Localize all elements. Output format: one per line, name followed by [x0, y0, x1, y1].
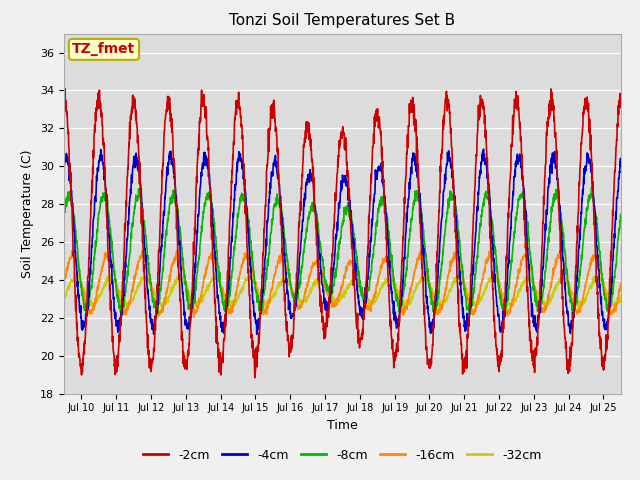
Line: -8cm: -8cm	[64, 188, 621, 315]
-8cm	[588, 185, 595, 191]
-8cm	[617, 212, 625, 217]
-4cm	[253, 331, 260, 337]
-4cm	[617, 163, 625, 168]
-2cm	[499, 330, 507, 336]
-8cm	[60, 211, 68, 216]
-2cm	[61, 86, 68, 92]
X-axis label: Time: Time	[327, 419, 358, 432]
-4cm	[60, 166, 68, 171]
-4cm	[602, 324, 609, 330]
-32cm	[88, 300, 96, 305]
-8cm	[89, 270, 97, 276]
-32cm	[316, 278, 324, 284]
-2cm	[332, 190, 339, 196]
-16cm	[190, 314, 198, 320]
-16cm	[601, 288, 609, 294]
-4cm	[499, 317, 507, 323]
Y-axis label: Soil Temperature (C): Soil Temperature (C)	[22, 149, 35, 278]
-2cm	[89, 164, 97, 170]
-2cm	[602, 358, 609, 363]
-4cm	[479, 146, 487, 152]
-16cm	[88, 307, 96, 313]
Line: -16cm: -16cm	[64, 250, 621, 317]
Title: Tonzi Soil Temperatures Set B: Tonzi Soil Temperatures Set B	[229, 13, 456, 28]
-16cm	[60, 277, 68, 283]
-16cm	[316, 264, 324, 269]
-32cm	[499, 291, 506, 297]
Text: TZ_fmet: TZ_fmet	[72, 42, 136, 56]
-4cm	[88, 234, 96, 240]
Line: -4cm: -4cm	[64, 149, 621, 334]
-32cm	[602, 289, 609, 295]
-2cm	[617, 105, 625, 110]
-16cm	[617, 281, 625, 287]
-8cm	[602, 296, 609, 301]
-16cm	[417, 247, 425, 252]
Line: -2cm: -2cm	[64, 89, 621, 378]
-32cm	[60, 293, 68, 299]
-4cm	[601, 321, 609, 327]
-32cm	[331, 300, 339, 306]
Line: -32cm: -32cm	[64, 274, 621, 309]
-32cm	[211, 271, 218, 277]
-8cm	[316, 240, 324, 245]
-32cm	[617, 293, 625, 299]
-2cm	[317, 292, 324, 298]
-16cm	[602, 294, 609, 300]
-8cm	[601, 297, 609, 302]
-32cm	[575, 306, 583, 312]
-8cm	[331, 270, 339, 276]
-16cm	[331, 303, 339, 309]
-2cm	[601, 355, 609, 360]
-32cm	[601, 286, 609, 292]
-8cm	[499, 303, 506, 309]
Legend: -2cm, -4cm, -8cm, -16cm, -32cm: -2cm, -4cm, -8cm, -16cm, -32cm	[138, 444, 547, 467]
-16cm	[499, 297, 507, 303]
-2cm	[251, 375, 259, 381]
-4cm	[331, 250, 339, 255]
-2cm	[60, 87, 68, 93]
-4cm	[316, 256, 324, 262]
-8cm	[83, 312, 91, 318]
